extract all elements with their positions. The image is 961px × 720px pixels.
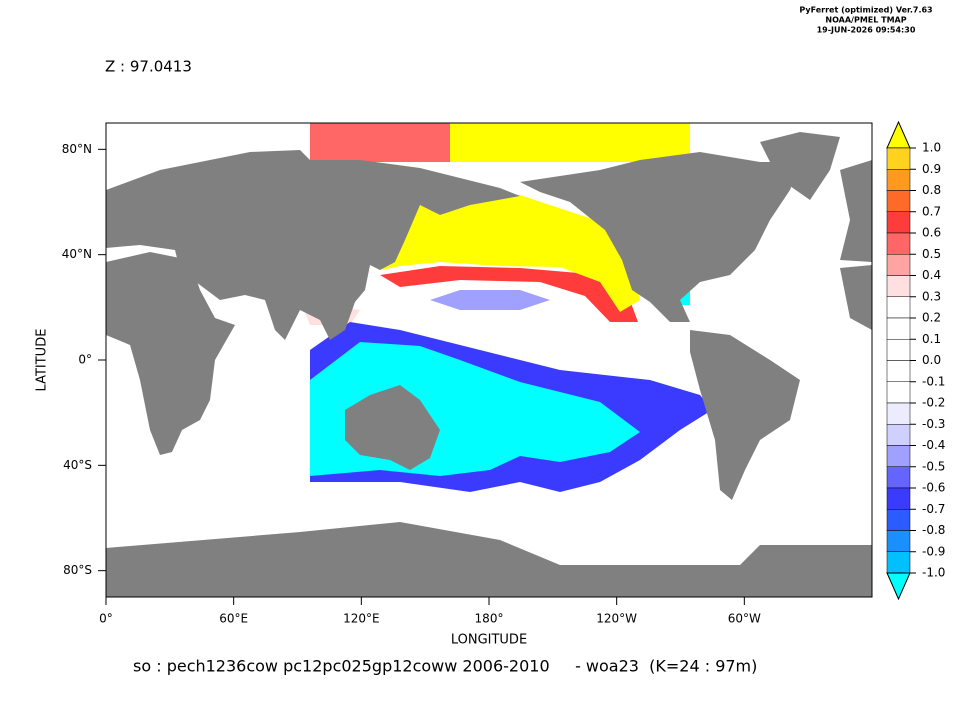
field-region: [430, 290, 550, 310]
colorbar-band: [886, 232, 911, 255]
y-tick-label: 40°S: [63, 458, 92, 472]
plot-title: so : pech1236cow pc12pc025gp12coww 2006-…: [133, 657, 757, 676]
colorbar-band: [886, 190, 911, 212]
australia: [345, 385, 440, 470]
header-line: 19-JUN-2026 09:54:30: [817, 26, 916, 35]
colorbar-band: [886, 147, 911, 170]
north-america: [520, 152, 800, 322]
colorbar-band: [886, 211, 911, 234]
field-region: [380, 266, 638, 322]
colorbar-band: [886, 296, 911, 319]
colorbar-label: 0.1: [922, 332, 941, 346]
africa-west: [840, 265, 872, 330]
colorbar-label: 0.4: [922, 268, 941, 282]
colorbar-label: -0.3: [922, 417, 945, 431]
colorbar: 1.0 0.9 0.8 0.7 0.6 0.5 0.4 0.3 0.2 0.1 0.0 -0.1 -0.…: [886, 120, 945, 601]
colorbar-label: 0.8: [922, 183, 941, 197]
colorbar-band: [886, 381, 911, 404]
colorbar-label: 0.7: [922, 204, 941, 218]
x-tick-label: 120°W: [596, 612, 637, 626]
colorbar-label: -0.9: [922, 544, 945, 558]
colorbar-band: [886, 254, 911, 276]
colorbar-band: [886, 445, 911, 467]
colorbar-label: -0.1: [922, 374, 945, 388]
x-tick-label: 60°E: [219, 612, 248, 626]
x-tick-label: 60°W: [728, 612, 761, 626]
colorbar-label: 0.9: [922, 162, 941, 176]
y-tick-label: 0°: [78, 353, 92, 367]
colorbar-under: [886, 572, 911, 601]
x-tick-label: 180°: [475, 612, 504, 626]
z-label: Z : 97.0413: [105, 58, 192, 76]
colorbar-band: [886, 275, 911, 297]
y-tick-label: 40°N: [62, 247, 92, 261]
y-axis-label: LATITUDE: [35, 329, 50, 392]
colorbar-band: [886, 169, 911, 191]
colorbar-band: [886, 402, 911, 425]
colorbar-label: -0.6: [922, 481, 945, 495]
colorbar-label: -0.4: [922, 438, 945, 452]
eurasia: [106, 150, 520, 340]
africa: [106, 252, 235, 455]
field-region: [382, 195, 640, 312]
field-region: [310, 123, 450, 162]
x-tick-label: 0°: [99, 612, 113, 626]
colorbar-band: [886, 509, 911, 531]
colorbar-label: -1.0: [922, 566, 945, 580]
y-tick-label: 80°S: [63, 563, 92, 577]
colorbar-label: -0.5: [922, 459, 945, 473]
colorbar-label: 0.5: [922, 247, 941, 261]
colorbar-band: [886, 339, 911, 361]
colorbar-label: 0.0: [922, 353, 941, 367]
colorbar-label: -0.2: [922, 396, 945, 410]
colorbar-band: [886, 487, 911, 510]
colorbar-band: [886, 317, 911, 340]
colorbar-label: -0.7: [922, 502, 945, 516]
colorbar-over: [886, 120, 911, 149]
colorbar-label: 0.6: [922, 226, 941, 240]
x-axis-label: LONGITUDE: [451, 633, 527, 648]
colorbar-band: [886, 530, 911, 552]
x-tick-label: 120°E: [343, 612, 380, 626]
colorbar-label: 0.3: [922, 289, 941, 303]
colorbar-band: [886, 551, 911, 574]
header-line: NOAA/PMEL TMAP: [825, 16, 906, 25]
greenland: [760, 132, 840, 200]
eurasia-east: [840, 160, 872, 262]
header-line: PyFerret (optimized) Ver.7.63: [799, 6, 932, 15]
colorbar-band: [886, 424, 911, 446]
colorbar-band: [886, 466, 911, 489]
land: [106, 132, 872, 597]
south-america: [690, 330, 800, 500]
y-tick-label: 80°N: [62, 142, 92, 156]
antarctica: [106, 522, 872, 597]
axes: 0° 60°E 120°E 180° 120°W 60°W 80°N 40°N 0° 40°S 80…: [62, 142, 761, 626]
colorbar-band: [886, 360, 911, 382]
colorbar-label: -0.8: [922, 523, 945, 537]
colorbar-label: 0.2: [922, 311, 941, 325]
colorbar-label: 1.0: [922, 141, 941, 155]
